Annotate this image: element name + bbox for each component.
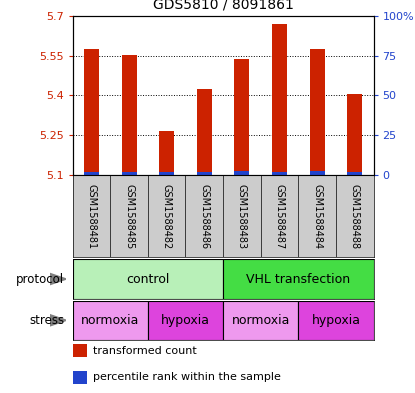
Bar — [159, 172, 174, 175]
Text: VHL transfection: VHL transfection — [246, 272, 350, 286]
Bar — [159, 131, 174, 175]
Polygon shape — [50, 274, 66, 285]
Text: GSM1588482: GSM1588482 — [162, 184, 172, 249]
Bar — [223, 259, 374, 299]
Bar — [223, 301, 298, 340]
Bar — [84, 172, 99, 175]
Text: protocol: protocol — [16, 272, 64, 286]
Bar — [272, 172, 287, 175]
Text: hypoxia: hypoxia — [311, 314, 360, 327]
Bar — [272, 24, 287, 175]
Bar — [197, 89, 212, 175]
Bar — [234, 171, 249, 175]
Bar — [84, 49, 99, 175]
Bar — [122, 172, 137, 175]
Bar — [197, 172, 212, 175]
Bar — [148, 301, 223, 340]
Text: GSM1588481: GSM1588481 — [86, 184, 96, 249]
Text: GSM1588485: GSM1588485 — [124, 184, 134, 249]
Text: GSM1588484: GSM1588484 — [312, 184, 322, 249]
Bar — [234, 59, 249, 175]
Bar — [73, 371, 87, 384]
Text: hypoxia: hypoxia — [161, 314, 210, 327]
Bar — [347, 94, 362, 175]
Text: GSM1588486: GSM1588486 — [199, 184, 209, 249]
Bar — [73, 259, 223, 299]
Bar — [347, 172, 362, 175]
Bar — [73, 344, 87, 357]
Bar — [298, 301, 374, 340]
Text: percentile rank within the sample: percentile rank within the sample — [93, 372, 281, 382]
Polygon shape — [50, 315, 66, 326]
Text: GSM1588483: GSM1588483 — [237, 184, 247, 249]
Text: normoxia: normoxia — [81, 314, 139, 327]
Text: normoxia: normoxia — [232, 314, 290, 327]
Text: stress: stress — [29, 314, 64, 327]
Bar — [310, 171, 325, 175]
Text: GSM1588488: GSM1588488 — [350, 184, 360, 249]
Text: control: control — [126, 272, 170, 286]
Text: GSM1588487: GSM1588487 — [274, 184, 284, 249]
Title: GDS5810 / 8091861: GDS5810 / 8091861 — [153, 0, 293, 12]
Bar — [310, 49, 325, 175]
Text: transformed count: transformed count — [93, 345, 197, 356]
Bar — [73, 301, 148, 340]
Bar — [122, 55, 137, 175]
